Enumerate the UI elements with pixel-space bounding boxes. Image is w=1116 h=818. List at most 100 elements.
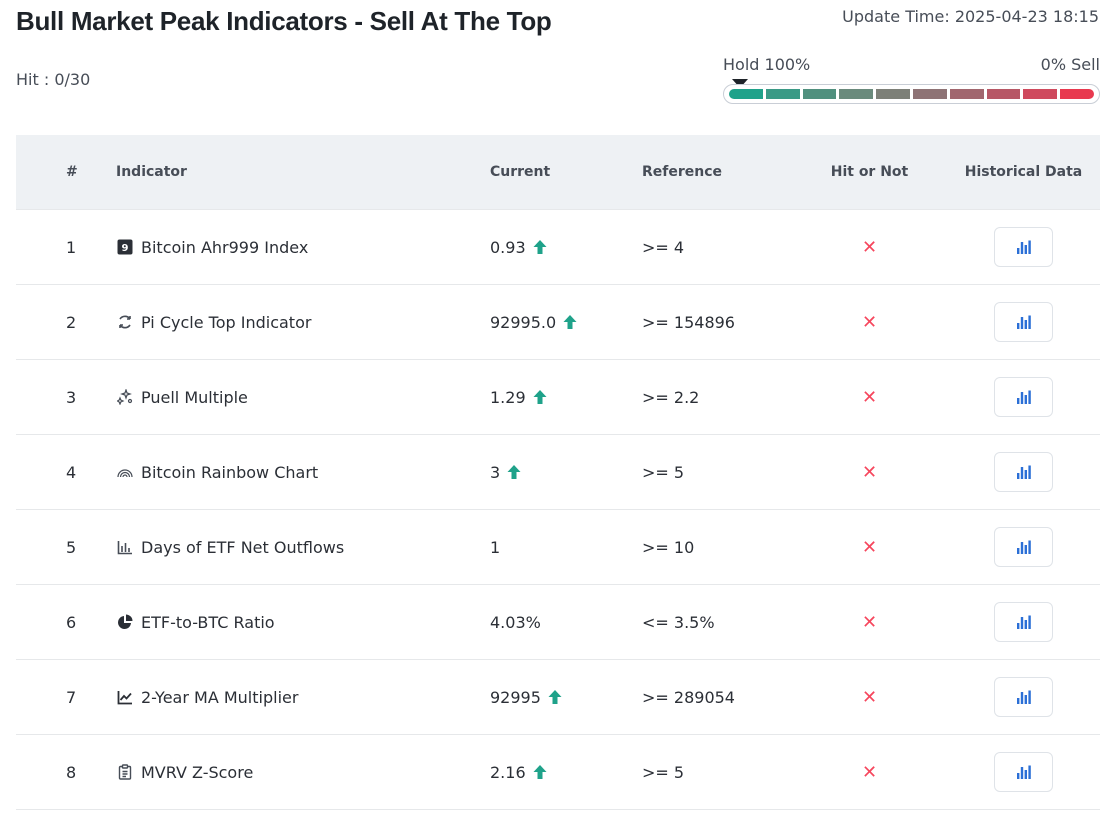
bar-chart-icon <box>1016 539 1032 555</box>
not-hit-icon: ✕ <box>861 536 878 558</box>
bar-chart-icon <box>1016 614 1032 630</box>
history-cell <box>947 677 1100 717</box>
header-indicator: Indicator <box>116 164 187 180</box>
indicator-name[interactable]: Bitcoin Ahr999 Index <box>141 237 309 257</box>
hit-cell: ✕ <box>792 687 947 708</box>
not-hit-icon: ✕ <box>861 236 878 258</box>
indicator-name[interactable]: Puell Multiple <box>141 387 248 407</box>
trend-up-icon <box>507 464 521 480</box>
current-cell: 1.29 <box>490 388 642 407</box>
row-number: 8 <box>66 762 77 782</box>
sparkle-icon <box>116 388 134 406</box>
historical-data-button[interactable] <box>994 677 1053 717</box>
cycle-icon <box>116 313 134 331</box>
indicators-table: # Indicator Current Reference Hit or Not… <box>16 135 1100 810</box>
trend-up-icon <box>533 239 547 255</box>
svg-text:9: 9 <box>122 243 129 254</box>
indicator-cell: 9 Bitcoin Ahr999 Index <box>116 238 490 257</box>
bar-chart-icon <box>1016 389 1032 405</box>
row-number: 2 <box>66 312 77 332</box>
gauge-segment <box>1060 89 1094 99</box>
pie-chart-icon <box>116 613 134 631</box>
bar-chart-icon <box>1016 764 1032 780</box>
indicator-name[interactable]: Pi Cycle Top Indicator <box>141 312 312 332</box>
not-hit-icon: ✕ <box>861 686 878 708</box>
update-time: Update Time: 2025-04-23 18:15 <box>842 7 1099 26</box>
hit-cell: ✕ <box>792 237 947 258</box>
current-cell: 1 <box>490 538 642 557</box>
current-cell: 2.16 <box>490 763 642 782</box>
gauge-segment <box>802 89 837 99</box>
row-number: 6 <box>66 612 77 632</box>
not-hit-icon: ✕ <box>861 611 878 633</box>
indicator-name[interactable]: Bitcoin Rainbow Chart <box>141 462 319 482</box>
gauge-segment <box>839 89 874 99</box>
trend-up-icon <box>548 689 562 705</box>
current-value: 2.16 <box>490 762 526 782</box>
indicator-name[interactable]: MVRV Z-Score <box>141 762 254 782</box>
not-hit-icon: ✕ <box>861 461 878 483</box>
current-value: 3 <box>490 462 501 482</box>
bar-chart-icon <box>1016 314 1032 330</box>
current-value: 1 <box>490 537 501 557</box>
trend-up-icon <box>533 389 547 405</box>
current-value: 92995 <box>490 687 541 707</box>
hit-cell: ✕ <box>792 537 947 558</box>
table-row: 8 MVRV Z-Score 2.16 >= 5 ✕ <box>16 735 1100 810</box>
indicator-cell: 2-Year MA Multiplier <box>116 688 490 707</box>
reference-value: >= 4 <box>642 237 685 257</box>
hit-cell: ✕ <box>792 612 947 633</box>
not-hit-icon: ✕ <box>861 386 878 408</box>
table-header: # Indicator Current Reference Hit or Not… <box>16 135 1100 210</box>
not-hit-icon: ✕ <box>861 761 878 783</box>
table-row: 1 9 Bitcoin Ahr999 Index 0.93 >= 4 ✕ <box>16 210 1100 285</box>
current-cell: 92995.0 <box>490 313 642 332</box>
nine-badge-icon: 9 <box>116 238 134 256</box>
reference-value: >= 5 <box>642 762 685 782</box>
row-number: 3 <box>66 387 77 407</box>
indicator-cell: Puell Multiple <box>116 388 490 407</box>
bar-chart-icon <box>1016 464 1032 480</box>
historical-data-button[interactable] <box>994 227 1053 267</box>
indicator-cell: MVRV Z-Score <box>116 763 490 782</box>
current-value: 0.93 <box>490 237 526 257</box>
hold-sell-gauge: Hold 100% 0% Sell <box>723 55 1100 104</box>
hit-cell: ✕ <box>792 462 947 483</box>
historical-data-button[interactable] <box>994 602 1053 642</box>
indicator-cell: ETF-to-BTC Ratio <box>116 613 490 632</box>
page-title: Bull Market Peak Indicators - Sell At Th… <box>16 6 552 36</box>
indicator-name[interactable]: Days of ETF Net Outflows <box>141 537 345 557</box>
gauge-hold-label: Hold 100% <box>723 55 811 74</box>
line-chart-icon <box>116 688 134 706</box>
indicator-name[interactable]: ETF-to-BTC Ratio <box>141 612 275 632</box>
header-current: Current <box>490 164 551 180</box>
history-cell <box>947 752 1100 792</box>
historical-data-button[interactable] <box>994 752 1053 792</box>
table-row: 3 Puell Multiple 1.29 >= 2.2 ✕ <box>16 360 1100 435</box>
historical-data-button[interactable] <box>994 302 1053 342</box>
current-value: 4.03% <box>490 612 541 632</box>
gauge-segment <box>949 89 984 99</box>
history-cell <box>947 227 1100 267</box>
hit-cell: ✕ <box>792 312 947 333</box>
reference-value: >= 5 <box>642 462 685 482</box>
row-number: 7 <box>66 687 77 707</box>
gauge-pointer-icon <box>732 79 748 88</box>
indicator-name[interactable]: 2-Year MA Multiplier <box>141 687 299 707</box>
historical-data-button[interactable] <box>994 527 1053 567</box>
row-number: 4 <box>66 462 77 482</box>
bar-chart-icon <box>1016 239 1032 255</box>
current-cell: 3 <box>490 463 642 482</box>
reference-value: >= 154896 <box>642 312 735 332</box>
table-body: 1 9 Bitcoin Ahr999 Index 0.93 >= 4 ✕ 2 Pi Cycle… <box>16 210 1100 810</box>
table-row: 4 Bitcoin Rainbow Chart 3 >= 5 ✕ <box>16 435 1100 510</box>
historical-data-button[interactable] <box>994 377 1053 417</box>
current-value: 92995.0 <box>490 312 557 332</box>
historical-data-button[interactable] <box>994 452 1053 492</box>
reference-value: >= 2.2 <box>642 387 700 407</box>
history-cell <box>947 527 1100 567</box>
indicator-cell: Days of ETF Net Outflows <box>116 538 490 557</box>
hit-cell: ✕ <box>792 387 947 408</box>
row-number: 5 <box>66 537 77 557</box>
current-cell: 0.93 <box>490 238 642 257</box>
